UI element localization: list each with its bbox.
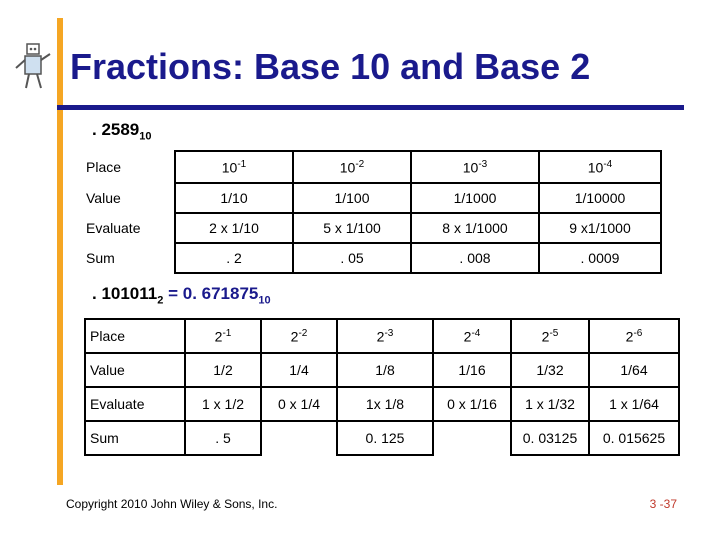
- table-cell-empty: [261, 421, 337, 455]
- base2-table: Place 2-1 2-2 2-3 2-4 2-5 2-6 Value 1/2 …: [84, 318, 680, 456]
- table-cell: 1/1000: [410, 182, 540, 214]
- table-cell: 9 x1/1000: [538, 212, 662, 244]
- decimal-equivalent-base: 10: [258, 294, 271, 307]
- robot-icon: [15, 43, 51, 89]
- table-row: Sum . 5 0. 125 0. 03125 0. 015625: [84, 420, 680, 456]
- table-row: Evaluate 2 x 1/10 5 x 1/100 8 x 1/1000 9…: [82, 212, 662, 244]
- base10-table: Place 10-1 10-2 10-3 10-4 Value 1/10 1/1…: [82, 150, 662, 274]
- table-cell: 1/8: [336, 352, 434, 388]
- decimal-equivalent: = 0. 671875: [163, 284, 259, 303]
- table-cell: 0. 015625: [588, 420, 680, 456]
- table-cell: 0. 125: [336, 420, 434, 456]
- decimal-value: . 2589: [92, 120, 140, 139]
- table-cell: 10-2: [292, 150, 412, 184]
- table-cell: 1x 1/8: [336, 386, 434, 422]
- table-cell: 1/2: [184, 352, 262, 388]
- table-row: Place 2-1 2-2 2-3 2-4 2-5 2-6: [84, 318, 680, 354]
- table-row: Evaluate 1 x 1/2 0 x 1/4 1x 1/8 0 x 1/16…: [84, 386, 680, 422]
- table-cell: 1/10000: [538, 182, 662, 214]
- table-cell: 1/32: [510, 352, 590, 388]
- table-cell: 1/16: [432, 352, 512, 388]
- title-underline-bar: [57, 105, 684, 110]
- table-cell: 0 x 1/4: [260, 386, 338, 422]
- table-cell: 2-6: [588, 318, 680, 354]
- table-cell: 1/100: [292, 182, 412, 214]
- table-cell: . 5: [184, 420, 262, 456]
- copyright-notice: Copyright 2010 John Wiley & Sons, Inc.: [66, 497, 278, 511]
- row-label: Sum: [84, 420, 186, 456]
- table-cell: 10-3: [410, 150, 540, 184]
- row-label: Value: [84, 352, 186, 388]
- row-label: Place: [84, 318, 186, 354]
- row-label: Value: [82, 183, 176, 213]
- table-cell: 10-1: [174, 150, 294, 184]
- table-cell: 1/64: [588, 352, 680, 388]
- row-label: Evaluate: [82, 213, 176, 243]
- table-cell: 2-2: [260, 318, 338, 354]
- example-decimal-number: . 258910: [92, 120, 152, 142]
- table-cell: . 2: [174, 242, 294, 274]
- row-label: Place: [82, 151, 176, 183]
- accent-vertical-bar: [57, 18, 63, 485]
- table-cell: 2-1: [184, 318, 262, 354]
- table-row: Value 1/10 1/100 1/1000 1/10000: [82, 182, 662, 214]
- row-label: Sum: [82, 243, 176, 273]
- table-cell: 1/4: [260, 352, 338, 388]
- table-cell: 1 x 1/64: [588, 386, 680, 422]
- table-cell: 2-5: [510, 318, 590, 354]
- binary-base: 2: [157, 294, 164, 307]
- page-number: 3 -37: [649, 497, 677, 511]
- table-cell: 1 x 1/32: [510, 386, 590, 422]
- table-cell: 0 x 1/16: [432, 386, 512, 422]
- table-cell: 2-3: [336, 318, 434, 354]
- table-cell: 0. 03125: [510, 420, 590, 456]
- table-cell: 2 x 1/10: [174, 212, 294, 244]
- row-label: Evaluate: [84, 386, 186, 422]
- decimal-base: 10: [139, 130, 152, 143]
- example-binary-number: . 1010112 = 0. 67187510: [92, 284, 271, 306]
- table-cell: 1 x 1/2: [184, 386, 262, 422]
- table-cell: . 008: [410, 242, 540, 274]
- binary-value: . 101011: [92, 284, 158, 303]
- table-cell: 5 x 1/100: [292, 212, 412, 244]
- table-cell: 10-4: [538, 150, 662, 184]
- table-row: Value 1/2 1/4 1/8 1/16 1/32 1/64: [84, 352, 680, 388]
- table-row: Place 10-1 10-2 10-3 10-4: [82, 150, 662, 184]
- table-cell: . 0009: [538, 242, 662, 274]
- table-cell: 2-4: [432, 318, 512, 354]
- table-cell: 1/10: [174, 182, 294, 214]
- table-cell-empty: [433, 421, 511, 455]
- table-cell: 8 x 1/1000: [410, 212, 540, 244]
- table-cell: . 05: [292, 242, 412, 274]
- table-row: Sum . 2 . 05 . 008 . 0009: [82, 242, 662, 274]
- slide-title: Fractions: Base 10 and Base 2: [70, 46, 591, 87]
